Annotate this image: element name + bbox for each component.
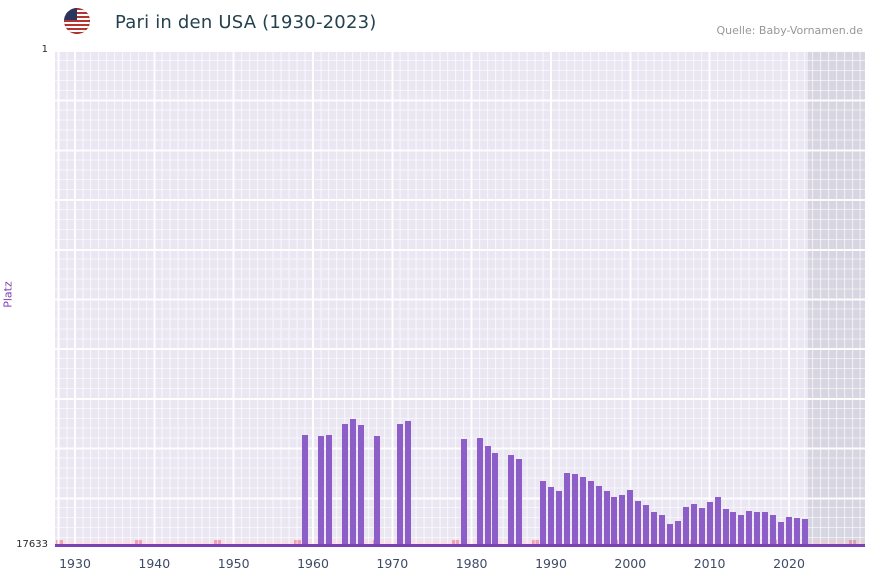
bar-1979[interactable]: [460, 439, 467, 547]
bar-2005[interactable]: [667, 523, 673, 547]
bar-2003[interactable]: [651, 512, 658, 547]
bar-1998[interactable]: [611, 496, 618, 547]
bar-1994[interactable]: [579, 477, 586, 547]
bar-2020[interactable]: [786, 516, 792, 547]
bar-1964[interactable]: [341, 423, 348, 547]
x-tick-2000: 2000: [614, 556, 647, 571]
y-tick-top: 1: [41, 44, 48, 55]
bar-1990[interactable]: [548, 486, 554, 547]
bar-1993[interactable]: [571, 474, 578, 547]
bar-1961[interactable]: [317, 436, 324, 547]
bar-2011[interactable]: [714, 496, 721, 547]
bar-1982[interactable]: [484, 446, 491, 547]
bar-1981[interactable]: [476, 437, 483, 547]
bar-1992[interactable]: [563, 472, 570, 547]
bar-1972[interactable]: [405, 420, 412, 547]
bar-1996[interactable]: [595, 485, 602, 547]
x-tick-1930: 1930: [59, 556, 91, 571]
bar-1991[interactable]: [555, 491, 562, 547]
x-tick-1990: 1990: [535, 556, 567, 571]
bar-2017[interactable]: [762, 512, 769, 547]
y-axis-label: Platz: [1, 281, 15, 308]
us-flag-icon: [64, 8, 90, 34]
bar-1968[interactable]: [373, 436, 380, 547]
bar-1985[interactable]: [508, 454, 515, 547]
bar-1989[interactable]: [540, 481, 546, 547]
bar-2009[interactable]: [698, 508, 705, 547]
us-flag-canton: [64, 8, 77, 20]
bar-2001[interactable]: [635, 501, 642, 547]
bar-2015[interactable]: [746, 510, 753, 547]
x-tick-1950: 1950: [217, 556, 250, 571]
bar-2016[interactable]: [754, 512, 761, 547]
source-credit: Quelle: Baby-Vornamen.de: [716, 24, 863, 37]
plot-area: [55, 50, 865, 547]
bar-2006[interactable]: [674, 520, 681, 547]
bar-1966[interactable]: [357, 424, 364, 547]
bar-1959[interactable]: [302, 434, 309, 547]
x-tick-1940: 1940: [138, 556, 171, 571]
bar-2013[interactable]: [730, 512, 737, 547]
bar-2022[interactable]: [801, 519, 808, 547]
bar-2008[interactable]: [690, 503, 697, 547]
bar-1986[interactable]: [516, 458, 523, 547]
y-tick-bottom: 17633: [16, 539, 48, 550]
bar-2019[interactable]: [778, 522, 784, 547]
x-axis-line: [55, 544, 865, 547]
bar-2004[interactable]: [659, 515, 665, 547]
bar-2007[interactable]: [682, 506, 689, 547]
x-tick-1960: 1960: [297, 556, 329, 571]
bar-1962[interactable]: [325, 434, 332, 547]
x-tick-2020: 2020: [773, 556, 805, 571]
bar-2000[interactable]: [627, 489, 634, 547]
bar-1965[interactable]: [349, 419, 356, 547]
bar-1971[interactable]: [397, 423, 404, 547]
bar-1999[interactable]: [619, 495, 626, 547]
bars-layer: [55, 50, 865, 547]
bar-1983[interactable]: [492, 453, 499, 547]
bar-2014[interactable]: [738, 515, 745, 547]
bar-1995[interactable]: [587, 481, 594, 547]
x-tick-2010: 2010: [693, 556, 726, 571]
bar-2010[interactable]: [706, 502, 713, 547]
bar-2018[interactable]: [770, 515, 777, 547]
bar-2012[interactable]: [722, 509, 729, 547]
x-tick-1970: 1970: [376, 556, 409, 571]
x-tick-1980: 1980: [455, 556, 488, 571]
bar-1997[interactable]: [603, 491, 610, 547]
bar-2002[interactable]: [643, 505, 650, 547]
page-title: Pari in den USA (1930-2023): [115, 12, 377, 33]
bar-2021[interactable]: [793, 517, 800, 547]
